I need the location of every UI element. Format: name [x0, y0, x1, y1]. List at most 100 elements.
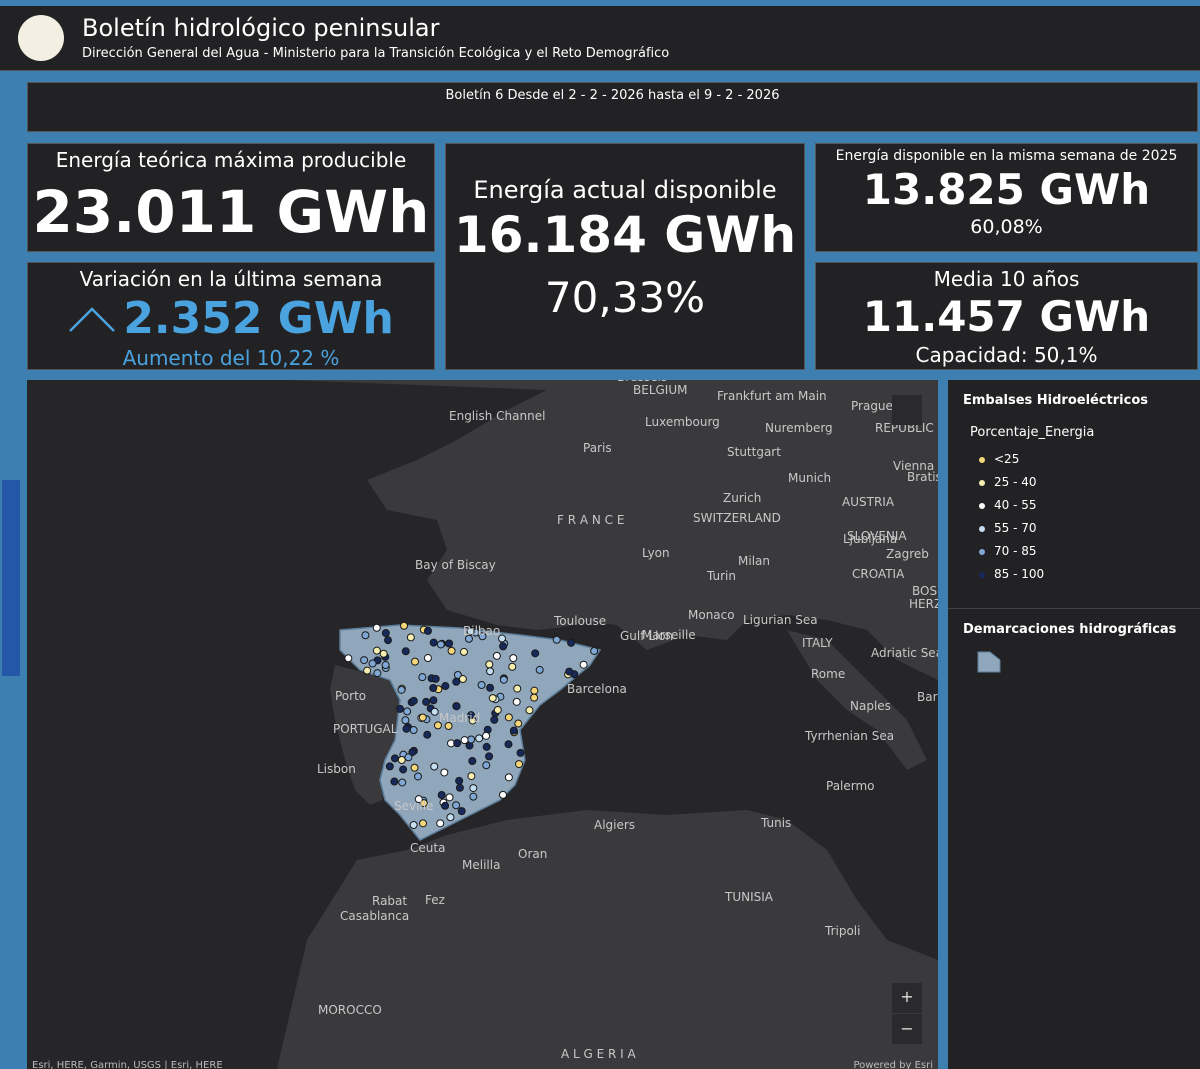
map-label: Oran	[518, 847, 547, 861]
card-value: 23.011 GWh	[28, 172, 434, 252]
reservoir-dot	[470, 793, 477, 800]
reservoir-dot	[458, 808, 465, 815]
reservoir-dot	[432, 675, 439, 682]
subtitle: Dirección General del Agua - Ministerio …	[82, 46, 669, 61]
reservoir-dot	[483, 762, 490, 769]
map-label: Barcelona	[567, 682, 627, 696]
reservoir-dot	[397, 705, 404, 712]
map-label: Adriatic Sea	[871, 646, 938, 660]
reservoir-dot	[424, 655, 431, 662]
zoom-out[interactable]: −	[900, 1019, 913, 1038]
map-label: Bari	[917, 690, 938, 704]
map-label: Algiers	[594, 818, 635, 832]
bulletin: Boletín 6 Desde el 2 - 2 - 2026 hasta el…	[446, 88, 780, 103]
card-note: 70,33%	[446, 266, 804, 330]
reservoir-dot	[491, 716, 498, 723]
reservoir-dot	[419, 674, 426, 681]
reservoir-dot	[487, 684, 494, 691]
reservoir-dot	[373, 647, 380, 654]
reservoir-dot	[442, 683, 449, 690]
reservoir-dot	[384, 637, 391, 644]
legend-swatch	[979, 572, 985, 578]
map-label: Munich	[788, 471, 831, 485]
reservoir-dot	[531, 687, 538, 694]
reservoir-dot	[453, 703, 460, 710]
bulletin-bar: Boletín 6 Desde el 2 - 2 - 2026 hasta el…	[27, 82, 1198, 132]
map-label: Marseille	[642, 628, 696, 642]
reservoir-dot	[509, 663, 516, 670]
reservoir-dot	[446, 794, 453, 801]
map-label: Lyon	[642, 546, 670, 560]
map-label: Stuttgart	[727, 445, 781, 459]
map-label: Milan	[738, 554, 770, 568]
map-label: Tyrrhenian Sea	[804, 729, 894, 743]
reservoir-dot	[411, 764, 418, 771]
card: Energía actual disponible 16.184 GWh 70,…	[445, 143, 805, 370]
legend-field: Porcentaje_Energia	[970, 425, 1094, 440]
reservoir-dot	[514, 685, 521, 692]
reservoir-dot	[430, 684, 437, 691]
reservoir-dot	[454, 740, 461, 747]
card: Energía disponible en la misma semana de…	[815, 143, 1198, 252]
map-label: Bratis	[907, 470, 938, 484]
reservoir-dot	[470, 785, 477, 792]
reservoir-dot	[489, 695, 496, 702]
attribution: Esri, HERE, Garmin, USGS | Esri, HERE	[32, 1060, 223, 1069]
reservoir-dot	[494, 707, 501, 714]
reservoir-dot	[423, 698, 430, 705]
reservoir-dot	[412, 658, 419, 665]
header: Boletín hidrológico peninsular Dirección…	[0, 6, 1200, 71]
map-label: BELGIUM	[633, 383, 687, 397]
reservoir-dot	[453, 678, 460, 685]
map-label: ITALY	[802, 636, 833, 650]
reservoir-dot	[568, 639, 575, 646]
reservoir-dot	[500, 643, 507, 650]
card-note: Capacidad: 50,1%	[816, 343, 1197, 367]
card-value: 13.825 GWh	[816, 164, 1197, 216]
logo	[18, 15, 64, 61]
reservoir-dot	[442, 802, 449, 809]
reservoir-dot	[361, 657, 368, 664]
map-label: Bilbao	[463, 624, 500, 638]
map-label: Ljubljana	[843, 532, 897, 546]
map-label: Tunis	[760, 816, 791, 830]
map[interactable]: BrusselsBELGIUMFrankfurt am MainLuxembou…	[27, 380, 938, 1069]
reservoir-dot	[461, 737, 468, 744]
legend-label: 70 - 85	[994, 544, 1037, 558]
layers-button[interactable]	[892, 395, 922, 425]
card-title: Energía actual disponible	[446, 176, 804, 204]
reservoir-dot	[478, 681, 485, 688]
reservoir-dot	[510, 727, 517, 734]
map-label: Zurich	[723, 491, 761, 505]
reservoir-dot	[380, 650, 387, 657]
map-label: BOSN	[912, 584, 938, 598]
card: Energía teórica máxima producible 23.011…	[27, 143, 435, 252]
map-label: Ceuta	[410, 841, 445, 855]
legend: Embalses Hidroeléctricos Porcentaje_Ener…	[948, 380, 1200, 1069]
map-label: Bay of Biscay	[415, 558, 496, 572]
map-label: Toulouse	[553, 614, 606, 628]
reservoir-dot	[453, 802, 460, 809]
reservoir-dot	[404, 708, 411, 715]
side-toggle[interactable]	[2, 480, 20, 676]
card-title: Media 10 años	[816, 267, 1197, 291]
reservoir-dot	[493, 652, 500, 659]
card-value: 2.352 GWh	[123, 293, 393, 344]
map-label: TUNISIA	[724, 890, 774, 904]
map-label: Palermo	[826, 779, 875, 793]
reservoir-dot	[515, 720, 522, 727]
reservoir-dot	[532, 650, 539, 657]
card-title: Variación en la última semana	[28, 267, 434, 291]
reservoir-dot	[448, 647, 455, 654]
map-label: F R A N C E	[557, 513, 624, 527]
zoom-in[interactable]: +	[900, 987, 913, 1006]
map-label: Rabat	[372, 894, 407, 908]
card: Variación en la última semana 2.352 GWh …	[27, 262, 435, 370]
map-label: A L G E R I A	[561, 1047, 637, 1061]
reservoir-dot	[398, 757, 405, 764]
reservoir-dot	[536, 666, 543, 673]
reservoir-dot	[476, 735, 483, 742]
up-arrow	[68, 303, 118, 333]
reservoir-dot	[424, 731, 431, 738]
card-value: 11.457 GWh	[816, 291, 1197, 343]
